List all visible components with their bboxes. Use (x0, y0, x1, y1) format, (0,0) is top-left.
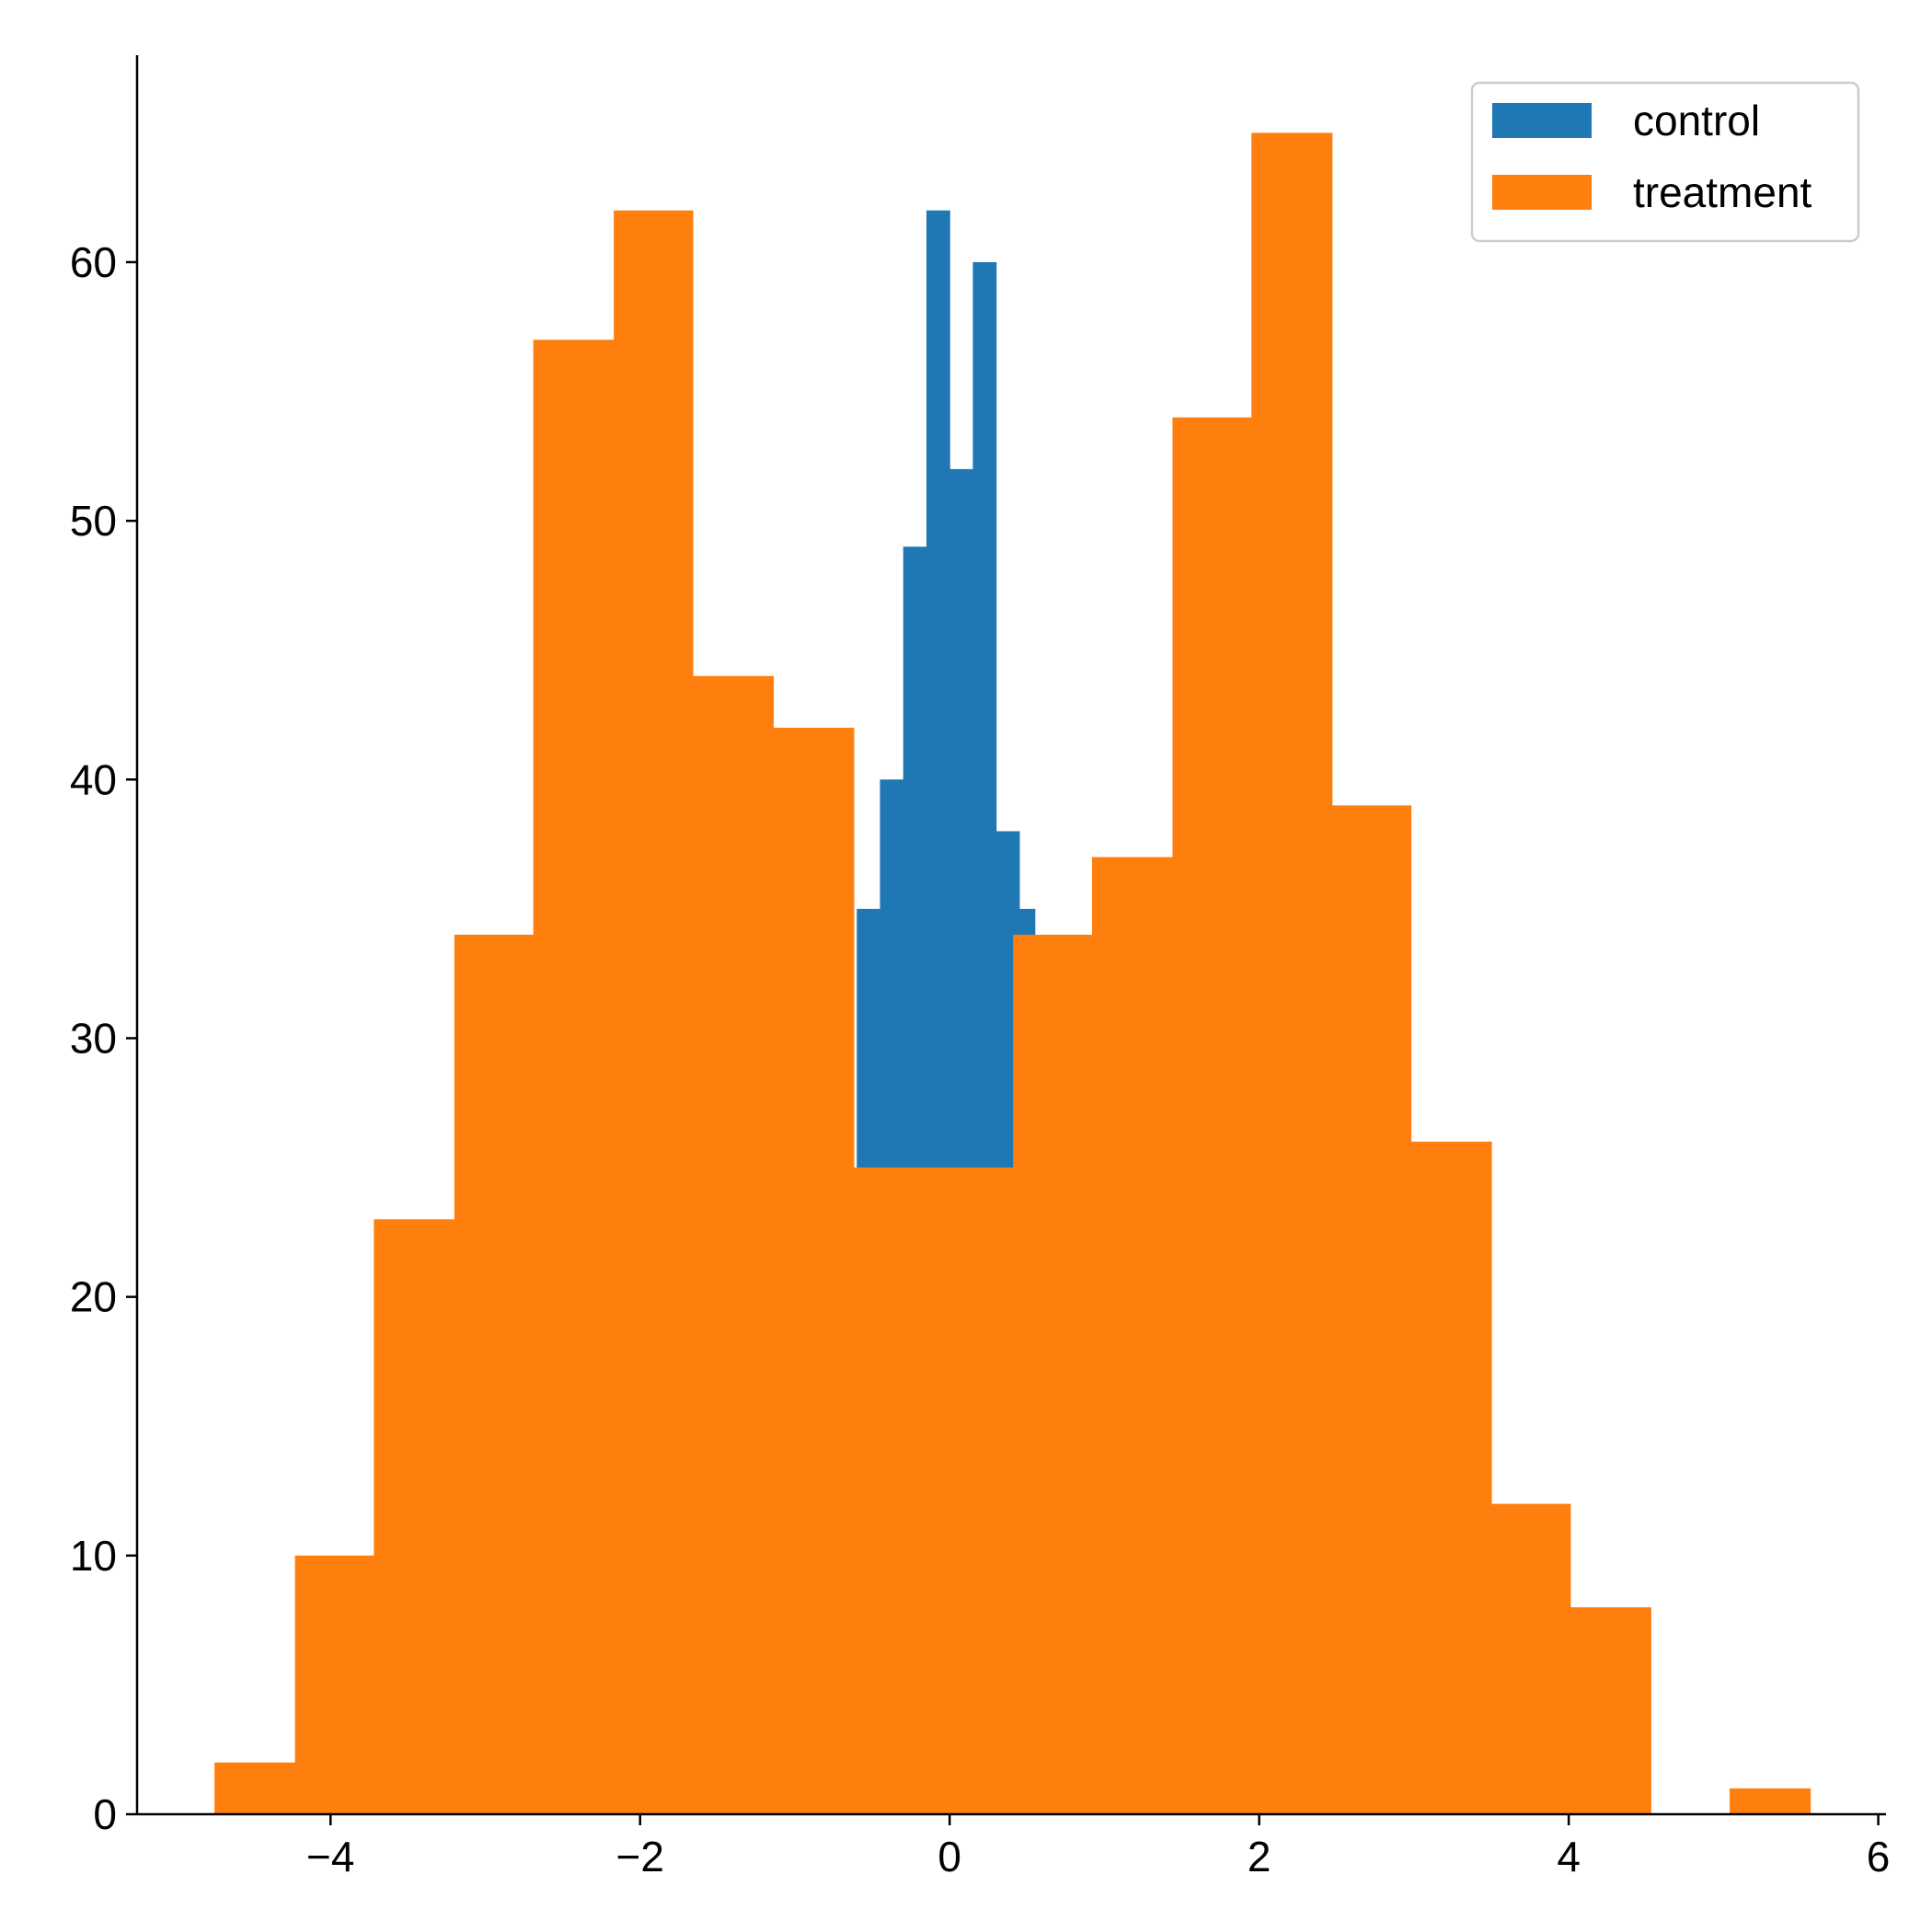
x-tick-label: 6 (1867, 1833, 1891, 1880)
y-tick-label: 20 (70, 1273, 117, 1321)
treatment-bar (1410, 1141, 1492, 1814)
treatment-bars (214, 132, 1811, 1815)
y-tick-label: 30 (70, 1014, 117, 1062)
y-tick-label: 50 (70, 497, 117, 545)
x-tick-label: 2 (1248, 1833, 1271, 1880)
treatment-bar (214, 1762, 296, 1814)
x-tick-label: 4 (1557, 1833, 1581, 1880)
treatment-bar (1491, 1503, 1571, 1814)
treatment-bar (1091, 857, 1174, 1814)
treatment-bar (1331, 805, 1412, 1815)
x-tick-label: −2 (616, 1833, 664, 1880)
treatment-bar (692, 675, 775, 1814)
treatment-bar (1570, 1607, 1651, 1814)
treatment-bar (1172, 417, 1252, 1814)
x-tick-label: −4 (306, 1833, 354, 1880)
axes (135, 55, 1886, 1816)
treatment-legend-label: treatment (1633, 168, 1812, 216)
treatment-bar (614, 210, 694, 1815)
y-tick-label: 60 (70, 238, 117, 286)
treatment-bar (374, 1219, 455, 1814)
treatment-bar (533, 339, 615, 1814)
treatment-bar (1013, 935, 1093, 1814)
x-axis-ticks: −4 −2 0 2 4 6 (306, 1814, 1890, 1880)
treatment-legend-swatch (1492, 175, 1592, 210)
y-tick-label: 0 (93, 1790, 117, 1838)
control-legend-swatch (1492, 103, 1592, 138)
treatment-bar (1251, 132, 1333, 1815)
treatment-bar (932, 1167, 1014, 1814)
treatment-bar (454, 935, 535, 1814)
control-legend-label: control (1633, 97, 1760, 144)
legend: control treatment (1470, 81, 1860, 243)
y-tick-label: 40 (70, 755, 117, 803)
treatment-bar (1730, 1788, 1811, 1814)
treatment-bar (294, 1555, 374, 1814)
treatment-bar (853, 1167, 934, 1814)
x-tick-label: 0 (937, 1833, 961, 1880)
y-axis-ticks: 0 10 20 30 40 50 60 (70, 238, 137, 1838)
y-tick-label: 10 (70, 1532, 117, 1580)
treatment-bar (773, 728, 855, 1814)
